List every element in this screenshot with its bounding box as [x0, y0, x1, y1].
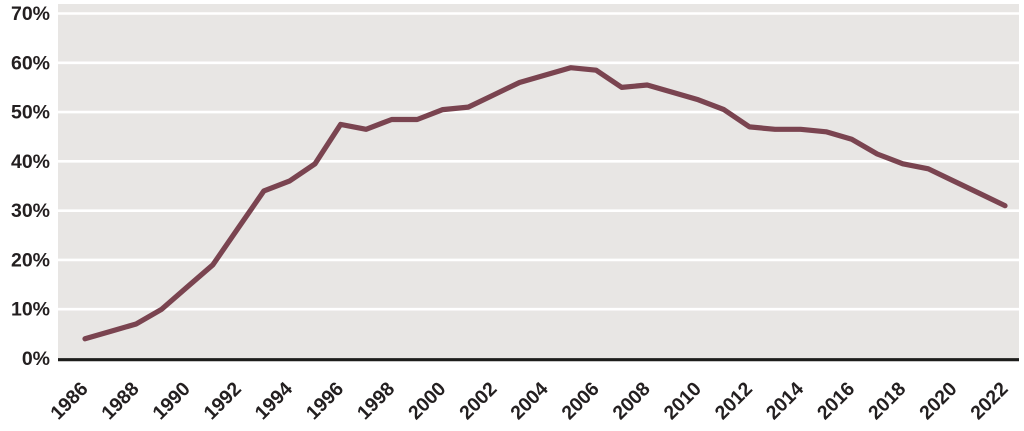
x-axis-label-2014: 2014	[762, 378, 808, 424]
y-axis-label-60: 60%	[11, 52, 50, 74]
plot-area	[58, 4, 1019, 359]
x-axis-label-2006: 2006	[557, 378, 603, 424]
x-axis-label-2018: 2018	[864, 378, 910, 424]
x-axis-label-1988: 1988	[97, 378, 143, 424]
y-axis-label-0: 0%	[22, 348, 50, 370]
x-axis-label-1990: 1990	[149, 378, 195, 424]
y-axis-label-30: 30%	[11, 200, 50, 222]
x-axis-label-1986: 1986	[46, 378, 92, 424]
x-axis-label-2020: 2020	[915, 378, 961, 424]
x-axis-label-2016: 2016	[813, 378, 859, 424]
y-axis-label-40: 40%	[11, 151, 50, 173]
x-axis-label-1998: 1998	[353, 378, 399, 424]
x-axis-label-2022: 2022	[966, 378, 1012, 424]
x-axis-label-2008: 2008	[609, 378, 655, 424]
data-line	[82, 65, 1008, 342]
y-axis-label-10: 10%	[11, 299, 50, 321]
x-axis-label-2004: 2004	[506, 378, 552, 424]
y-axis-label-20: 20%	[11, 249, 50, 271]
x-axis-label-1994: 1994	[251, 378, 297, 424]
y-axis-label-50: 50%	[11, 102, 50, 124]
x-axis-label-1996: 1996	[302, 378, 348, 424]
x-axis-label-2010: 2010	[660, 378, 706, 424]
x-axis-label-1992: 1992	[200, 378, 246, 424]
y-axis-label-70: 70%	[11, 3, 50, 25]
x-axis-label-2000: 2000	[404, 378, 450, 424]
x-axis-label-2002: 2002	[455, 378, 501, 424]
x-axis-label-2012: 2012	[711, 378, 757, 424]
